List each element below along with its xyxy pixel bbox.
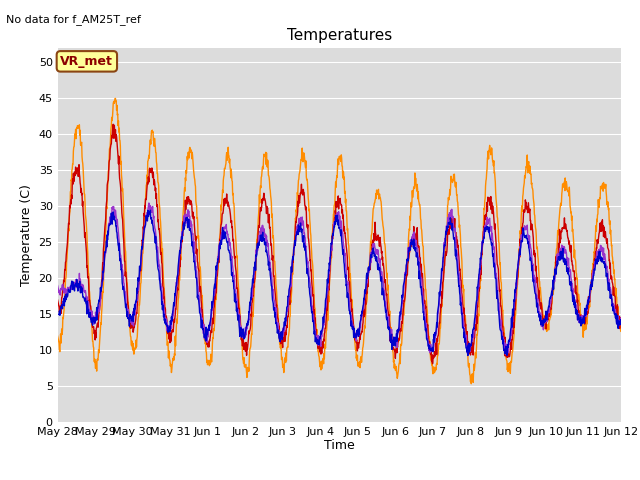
Text: VR_met: VR_met [60, 55, 113, 68]
X-axis label: Time: Time [324, 439, 355, 452]
Legend: Panel T, Old Ref Temp, HMP45 T, CNR1 PRT: Panel T, Old Ref Temp, HMP45 T, CNR1 PRT [114, 477, 564, 480]
Y-axis label: Temperature (C): Temperature (C) [20, 184, 33, 286]
Text: No data for f_AM25T_ref: No data for f_AM25T_ref [6, 14, 141, 25]
Title: Temperatures: Temperatures [287, 28, 392, 43]
